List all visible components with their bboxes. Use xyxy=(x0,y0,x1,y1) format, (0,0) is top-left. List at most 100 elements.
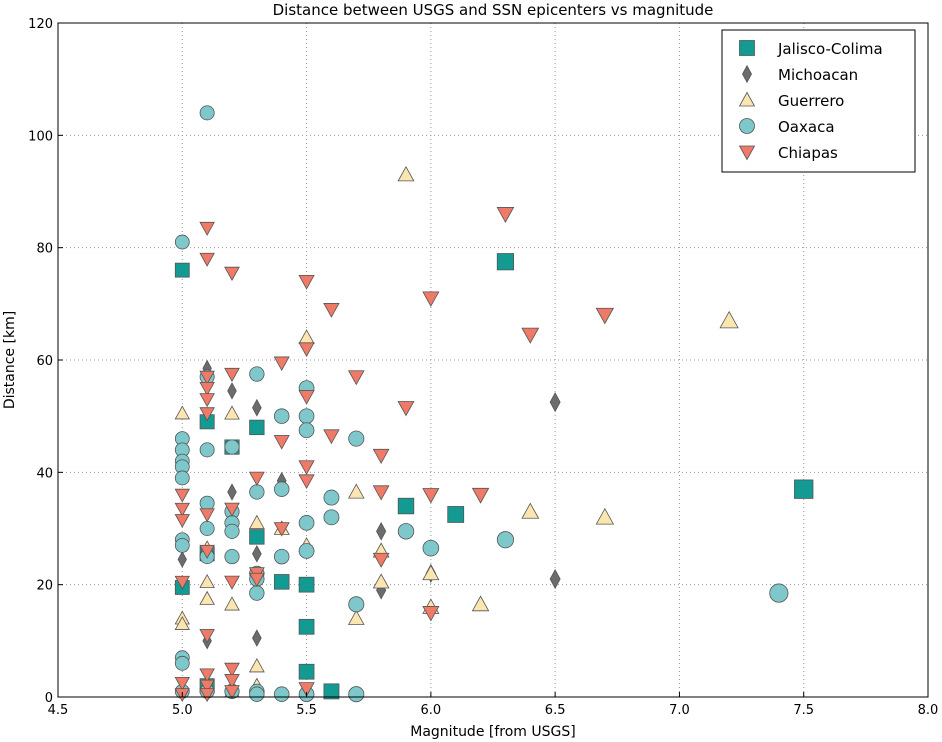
data-point xyxy=(348,430,365,447)
data-point xyxy=(199,590,215,605)
data-point xyxy=(224,575,240,590)
data-point xyxy=(521,327,540,344)
data-point xyxy=(224,596,240,611)
data-point xyxy=(298,576,315,593)
data-point xyxy=(422,539,440,557)
data-point xyxy=(471,595,490,612)
data-point xyxy=(174,655,190,671)
x-tick-label: 5.0 xyxy=(172,703,193,718)
data-point xyxy=(199,544,215,559)
data-point xyxy=(249,419,265,436)
data-point xyxy=(174,470,190,486)
x-tick-label: 7.5 xyxy=(793,703,814,718)
data-point xyxy=(298,663,315,680)
data-point xyxy=(323,489,340,506)
data-point xyxy=(496,253,514,271)
data-point xyxy=(224,685,240,700)
y-tick-label: 20 xyxy=(36,579,53,594)
data-point xyxy=(298,682,315,697)
data-point xyxy=(422,488,440,504)
legend-label: Jalisco-Colima xyxy=(777,40,883,58)
data-point xyxy=(348,596,365,613)
data-point xyxy=(422,564,440,581)
data-point xyxy=(298,543,315,559)
data-point xyxy=(397,497,415,515)
data-point xyxy=(174,616,190,630)
y-tick-label: 60 xyxy=(36,354,53,369)
data-point xyxy=(323,683,340,700)
data-point xyxy=(227,483,237,501)
data-point xyxy=(348,686,365,703)
series-jalisco-colima xyxy=(174,253,814,700)
data-point xyxy=(248,572,265,588)
data-point xyxy=(224,674,240,689)
data-point xyxy=(248,658,265,673)
legend-marker-diamond xyxy=(742,64,752,84)
data-point xyxy=(347,370,365,386)
data-point xyxy=(199,508,215,523)
y-axis-label: Distance [km] xyxy=(2,311,18,409)
x-tick-label: 6.5 xyxy=(545,703,566,718)
data-point xyxy=(549,569,561,590)
series-chiapas xyxy=(174,207,615,703)
chart-title: Distance between USGS and SSN epicenters… xyxy=(273,1,714,19)
y-tick-label: 40 xyxy=(36,466,53,481)
data-point xyxy=(199,679,215,694)
data-point xyxy=(252,398,262,417)
data-point xyxy=(273,574,290,590)
data-point xyxy=(376,521,387,541)
data-point xyxy=(769,583,789,603)
data-point xyxy=(174,514,190,528)
data-point xyxy=(298,390,315,405)
data-point xyxy=(177,550,187,568)
data-point xyxy=(273,481,290,497)
data-point xyxy=(298,275,315,290)
data-point xyxy=(298,618,315,635)
data-point xyxy=(199,393,215,408)
legend-marker-triangle-up xyxy=(738,91,756,107)
data-point xyxy=(323,509,340,526)
data-point xyxy=(199,407,215,422)
data-point xyxy=(372,573,390,589)
data-point xyxy=(273,356,290,371)
data-point xyxy=(521,502,540,519)
x-tick-label: 5.5 xyxy=(296,703,317,718)
x-tick-label: 6.0 xyxy=(421,703,442,718)
data-point xyxy=(174,262,190,278)
data-point xyxy=(496,531,514,549)
legend-label: Chiapas xyxy=(778,144,838,162)
data-point xyxy=(719,310,739,329)
x-tick-label: 7.0 xyxy=(669,703,690,718)
data-point xyxy=(174,676,190,691)
x-axis-label: Magnitude [from USGS] xyxy=(410,724,575,740)
data-point xyxy=(174,234,190,250)
axis-ticks: 4.5 5.0 5.5 6.0 6.5 7.0 7.5 8.0 0 20 40 60 80 100 120 xyxy=(28,17,938,718)
data-point xyxy=(298,408,315,425)
data-point xyxy=(273,548,290,565)
legend-marker-triangle-down xyxy=(738,145,756,161)
data-point xyxy=(199,629,215,644)
data-point xyxy=(273,522,290,537)
data-point xyxy=(496,207,515,223)
x-tick-label: 8.0 xyxy=(918,703,939,718)
data-point xyxy=(397,401,415,417)
data-point xyxy=(298,460,315,475)
data-point xyxy=(252,629,262,647)
data-point xyxy=(224,367,240,383)
data-point xyxy=(224,266,240,281)
data-point xyxy=(347,609,365,625)
data-point xyxy=(199,495,215,511)
data-point xyxy=(298,329,315,344)
legend: Jalisco-Colima Michoacan Guerrero Oaxaca Chi… xyxy=(721,29,916,173)
legend-label: Michoacan xyxy=(778,66,858,84)
data-point xyxy=(199,370,215,385)
data-point xyxy=(549,392,561,413)
series-oaxaca xyxy=(174,105,789,703)
data-point xyxy=(273,686,290,702)
data-point xyxy=(174,488,190,503)
data-point xyxy=(447,506,465,523)
data-point xyxy=(199,105,215,121)
data-point xyxy=(471,487,490,504)
y-tick-label: 120 xyxy=(28,17,53,32)
